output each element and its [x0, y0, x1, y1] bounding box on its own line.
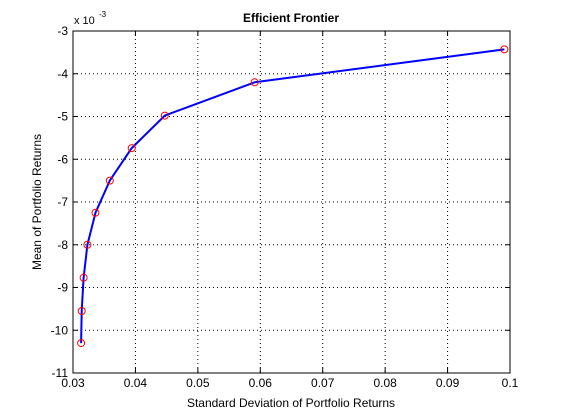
y-tick-label: -6 [57, 152, 68, 166]
data-point-marker [105, 176, 114, 185]
y-axis-exponent-label: x 10 [74, 15, 95, 27]
x-tick-label: 0.05 [186, 376, 210, 390]
data-point-marker [500, 45, 509, 54]
y-axis-exponent-power: -3 [99, 10, 107, 19]
data-point-marker [79, 273, 88, 282]
y-tick-label: -9 [57, 281, 68, 295]
data-point-marker [160, 111, 169, 120]
y-tick-label: -11 [52, 366, 69, 380]
tick-labels: 0.03 0.04 0.05 0.06 0.07 0.08 0.09 0.1 -3 -4 -5 -6 -… [51, 24, 519, 390]
y-tick-label: -3 [57, 24, 68, 38]
y-tick-label: -4 [57, 67, 68, 81]
frontier-line [80, 48, 505, 344]
x-axis-label: Standard Deviation of Portfolio Returns [187, 396, 395, 410]
y-tick-label: -7 [57, 195, 68, 209]
chart-title: Efficient Frontier [243, 11, 339, 25]
x-tick-label: 0.09 [436, 376, 460, 390]
data-point-marker [250, 78, 259, 87]
data-point-marker [77, 339, 86, 348]
x-tick-label: 0.03 [61, 376, 85, 390]
x-tick-label: 0.1 [502, 376, 519, 390]
series-layer [77, 45, 509, 348]
x-tick-label: 0.06 [249, 376, 273, 390]
x-tick-label: 0.04 [124, 376, 148, 390]
x-tick-label: 0.08 [373, 376, 397, 390]
y-tick-label: -8 [57, 238, 68, 252]
y-axis-label: Mean of Portfolio Returns [30, 134, 44, 270]
x-tick-label: 0.07 [311, 376, 335, 390]
y-tick-label: -10 [51, 323, 69, 337]
plot-area [73, 31, 510, 373]
y-tick-label: -5 [57, 110, 68, 124]
axes [72, 30, 511, 374]
grid-lines [73, 31, 510, 373]
data-point-marker [91, 208, 100, 217]
data-point-marker [83, 240, 92, 249]
data-point-marker [77, 307, 86, 316]
data-point-marker [127, 144, 136, 153]
